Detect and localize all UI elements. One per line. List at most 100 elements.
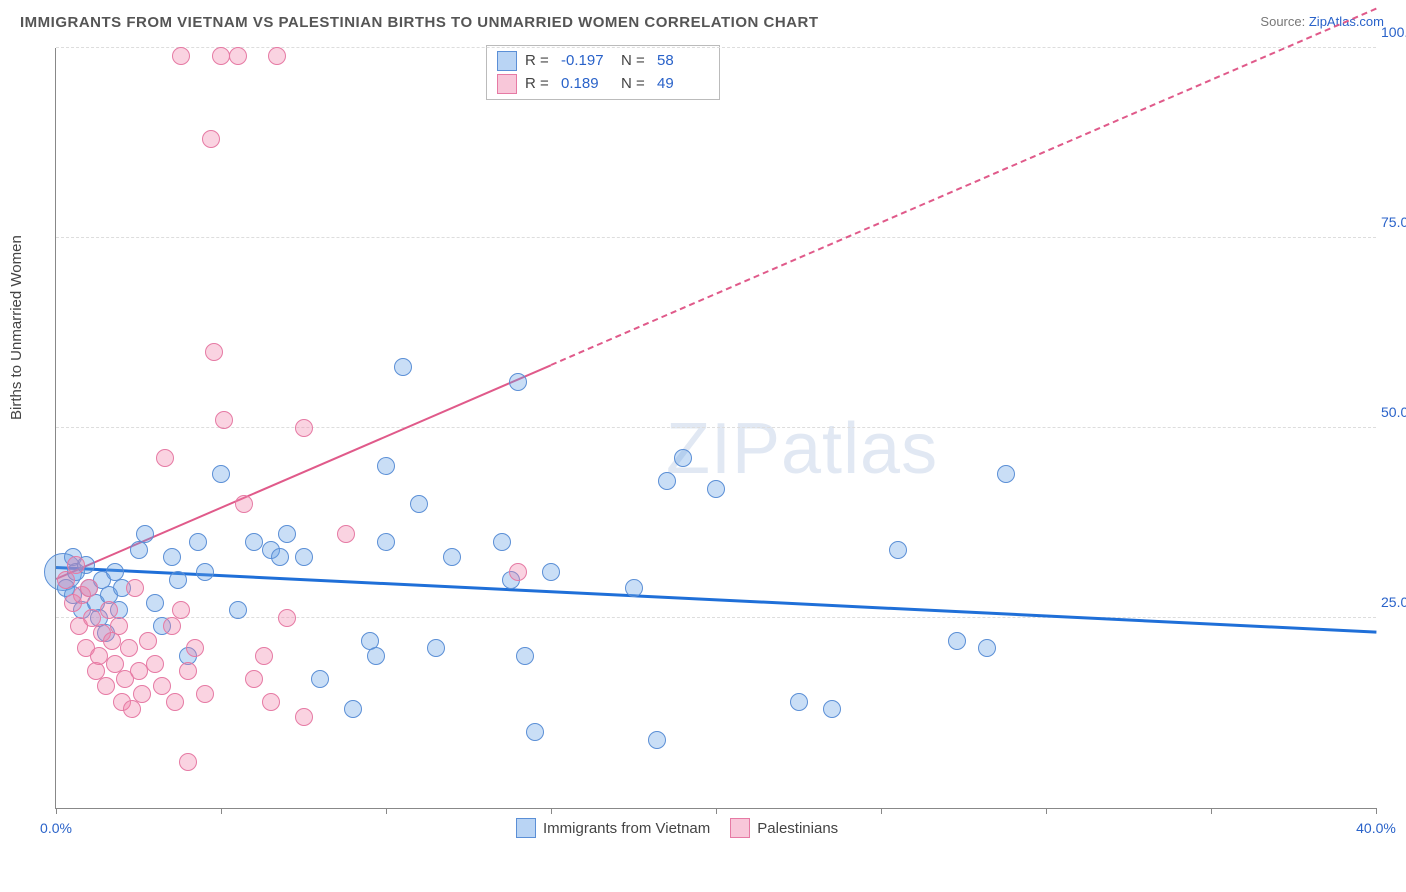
chart-title: IMMIGRANTS FROM VIETNAM VS PALESTINIAN B… (20, 14, 818, 31)
data-point (625, 579, 643, 597)
series-legend: Immigrants from Vietnam Palestinians (516, 818, 838, 838)
data-point (337, 525, 355, 543)
data-point (169, 571, 187, 589)
gridline (56, 237, 1376, 238)
n-label: N = (621, 50, 649, 73)
legend-item: Immigrants from Vietnam (516, 818, 710, 838)
data-point (255, 647, 273, 665)
data-point (268, 47, 286, 65)
data-point (172, 47, 190, 65)
data-point (889, 541, 907, 559)
legend-swatch-pink (497, 74, 517, 94)
data-point (153, 677, 171, 695)
data-point (245, 670, 263, 688)
data-point (377, 533, 395, 551)
data-point (658, 472, 676, 490)
x-tick-mark (1046, 808, 1047, 814)
data-point (295, 419, 313, 437)
data-point (997, 465, 1015, 483)
data-point (179, 662, 197, 680)
data-point (229, 47, 247, 65)
x-tick-mark (386, 808, 387, 814)
watermark: ZIPatlas (666, 408, 938, 490)
data-point (156, 449, 174, 467)
data-point (295, 548, 313, 566)
data-point (97, 677, 115, 695)
data-point (189, 533, 207, 551)
data-point (163, 617, 181, 635)
data-point (367, 647, 385, 665)
data-point (235, 495, 253, 513)
data-point (493, 533, 511, 551)
data-point (707, 480, 725, 498)
y-tick-label: 75.0% (1381, 214, 1406, 230)
data-point (57, 571, 75, 589)
gridline (56, 617, 1376, 618)
r-value: 0.189 (561, 73, 613, 96)
data-point (262, 693, 280, 711)
data-point (516, 647, 534, 665)
source-credit: Source: ZipAtlas.com (1260, 14, 1384, 29)
r-label: R = (525, 73, 553, 96)
x-tick-mark (1211, 808, 1212, 814)
data-point (377, 457, 395, 475)
data-point (120, 639, 138, 657)
x-tick-mark (56, 808, 57, 814)
data-point (67, 556, 85, 574)
data-point (166, 693, 184, 711)
correlation-legend: R = -0.197 N = 58 R = 0.189 N = 49 (486, 45, 720, 100)
data-point (443, 548, 461, 566)
x-tick-mark (716, 808, 717, 814)
y-tick-label: 100.0% (1381, 24, 1406, 40)
data-point (245, 533, 263, 551)
data-point (526, 723, 544, 741)
legend-swatch-blue (497, 51, 517, 71)
data-point (271, 548, 289, 566)
x-tick-label: 0.0% (40, 820, 72, 836)
y-tick-label: 50.0% (1381, 404, 1406, 420)
n-value: 58 (657, 50, 709, 73)
data-point (110, 617, 128, 635)
trendline (56, 566, 1376, 634)
data-point (196, 685, 214, 703)
x-tick-mark (551, 808, 552, 814)
data-point (278, 609, 296, 627)
x-tick-mark (881, 808, 882, 814)
data-point (133, 685, 151, 703)
data-point (295, 708, 313, 726)
data-point (179, 753, 197, 771)
data-point (130, 662, 148, 680)
data-point (205, 343, 223, 361)
data-point (648, 731, 666, 749)
legend-item: Palestinians (730, 818, 838, 838)
data-point (136, 525, 154, 543)
data-point (674, 449, 692, 467)
data-point (509, 563, 527, 581)
data-point (126, 579, 144, 597)
data-point (410, 495, 428, 513)
data-point (978, 639, 996, 657)
data-point (202, 130, 220, 148)
x-tick-mark (221, 808, 222, 814)
data-point (212, 465, 230, 483)
legend-swatch-pink (730, 818, 750, 838)
x-tick-mark (1376, 808, 1377, 814)
legend-row: R = 0.189 N = 49 (497, 73, 709, 96)
data-point (344, 700, 362, 718)
r-value: -0.197 (561, 50, 613, 73)
data-point (196, 563, 214, 581)
scatter-plot-area: ZIPatlas R = -0.197 N = 58 R = 0.189 N =… (55, 48, 1376, 809)
data-point (172, 601, 190, 619)
data-point (278, 525, 296, 543)
data-point (146, 655, 164, 673)
data-point (427, 639, 445, 657)
data-point (542, 563, 560, 581)
data-point (823, 700, 841, 718)
data-point (790, 693, 808, 711)
data-point (229, 601, 247, 619)
data-point (90, 647, 108, 665)
y-axis-label: Births to Unmarried Women (8, 235, 25, 420)
data-point (163, 548, 181, 566)
x-tick-label: 40.0% (1356, 820, 1396, 836)
data-point (146, 594, 164, 612)
